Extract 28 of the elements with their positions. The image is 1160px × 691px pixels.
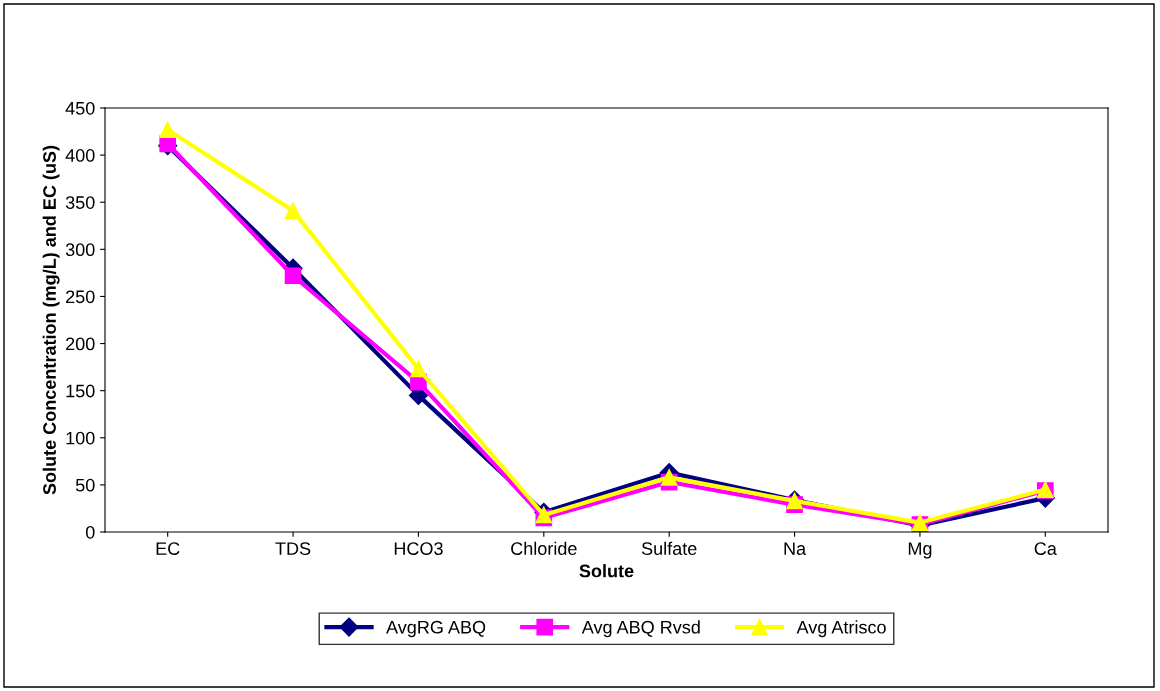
point [410,360,427,378]
y-tick-label: 0 [85,525,95,539]
legend-label: Avg ABQ Rvsd [581,620,700,638]
x-axis-title: Solute [579,564,634,578]
y-tick-label: 200 [66,337,95,351]
y-tick-label: 450 [65,101,95,115]
x-tick-label: EC [156,542,180,555]
x-tick-label: Ca [1034,542,1057,555]
point [284,267,302,285]
x-tick-label: HCO3 [394,542,443,555]
y-axis-title: Solute Concentration (mg/L) and EC (uS) [42,145,60,495]
y-tick-label: 100 [66,431,95,445]
y-tick-label: 150 [66,384,95,398]
y-tick-label: 50 [75,478,95,492]
x-tick-label: TDS [275,542,311,555]
y-tick-label: 250 [66,290,95,304]
y-tick-label: 350 [65,196,95,209]
y-tick-label: 300 [65,243,95,257]
x-tick-label: Chloride [511,541,577,555]
point [660,469,678,486]
point [159,121,177,139]
x-tick-label: Sulfate [641,541,697,555]
y-tick-label: 400 [65,149,95,162]
x-tick-label: Na [784,542,807,555]
x-tick-label: Mg [908,542,932,559]
legend-label: AvgRG ABQ [386,620,486,638]
legend-label: Avg Atrisco [796,620,886,638]
point [284,202,302,220]
